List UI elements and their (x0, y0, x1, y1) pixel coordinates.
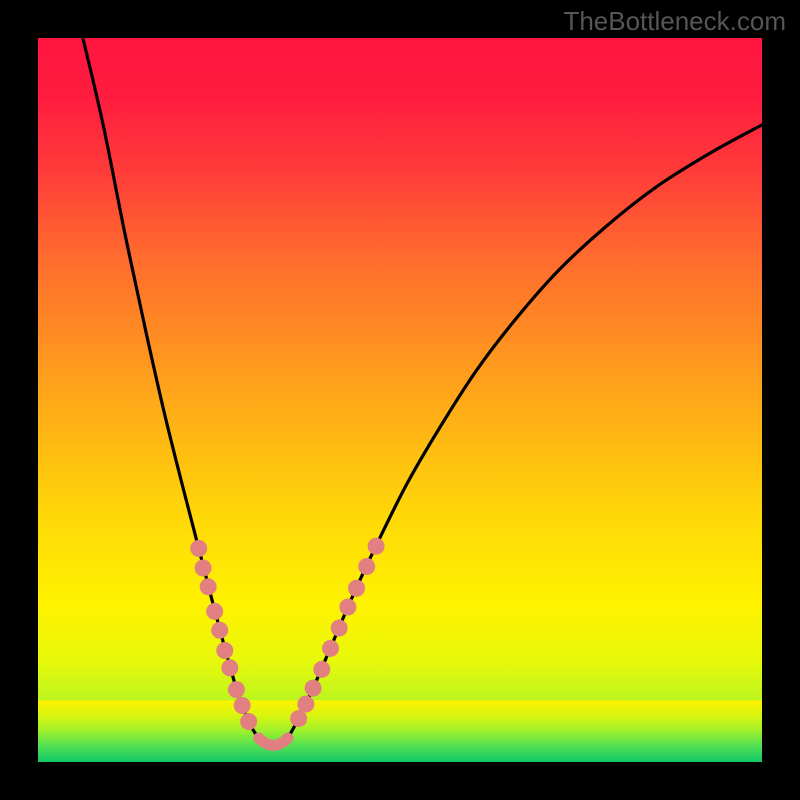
data-dot-left (234, 697, 251, 714)
data-dot-right (339, 599, 356, 616)
watermark-text: TheBottleneck.com (563, 6, 786, 37)
valley-arc-cap (253, 733, 264, 744)
data-dot-left (195, 559, 212, 576)
data-dot-right (290, 710, 307, 727)
gradient-background (38, 38, 762, 762)
data-dot-right (305, 680, 322, 697)
data-dot-left (206, 603, 223, 620)
data-dot-left (228, 681, 245, 698)
data-dot-right (348, 580, 365, 597)
data-dot-left (200, 578, 217, 595)
data-dot-left (211, 622, 228, 639)
data-dot-right (322, 640, 339, 657)
data-dot-right (358, 558, 375, 575)
data-dot-left (216, 642, 233, 659)
data-dot-right (313, 661, 330, 678)
data-dot-right (331, 620, 348, 637)
data-dot-left (190, 540, 207, 557)
bottom-band (38, 700, 762, 762)
data-dot-right (297, 696, 314, 713)
data-dot-left (240, 713, 257, 730)
bottleneck-curve-chart (38, 38, 762, 762)
data-dot-right (368, 538, 385, 555)
plot-area (38, 38, 762, 762)
data-dot-left (221, 659, 238, 676)
valley-arc-cap (282, 733, 293, 744)
